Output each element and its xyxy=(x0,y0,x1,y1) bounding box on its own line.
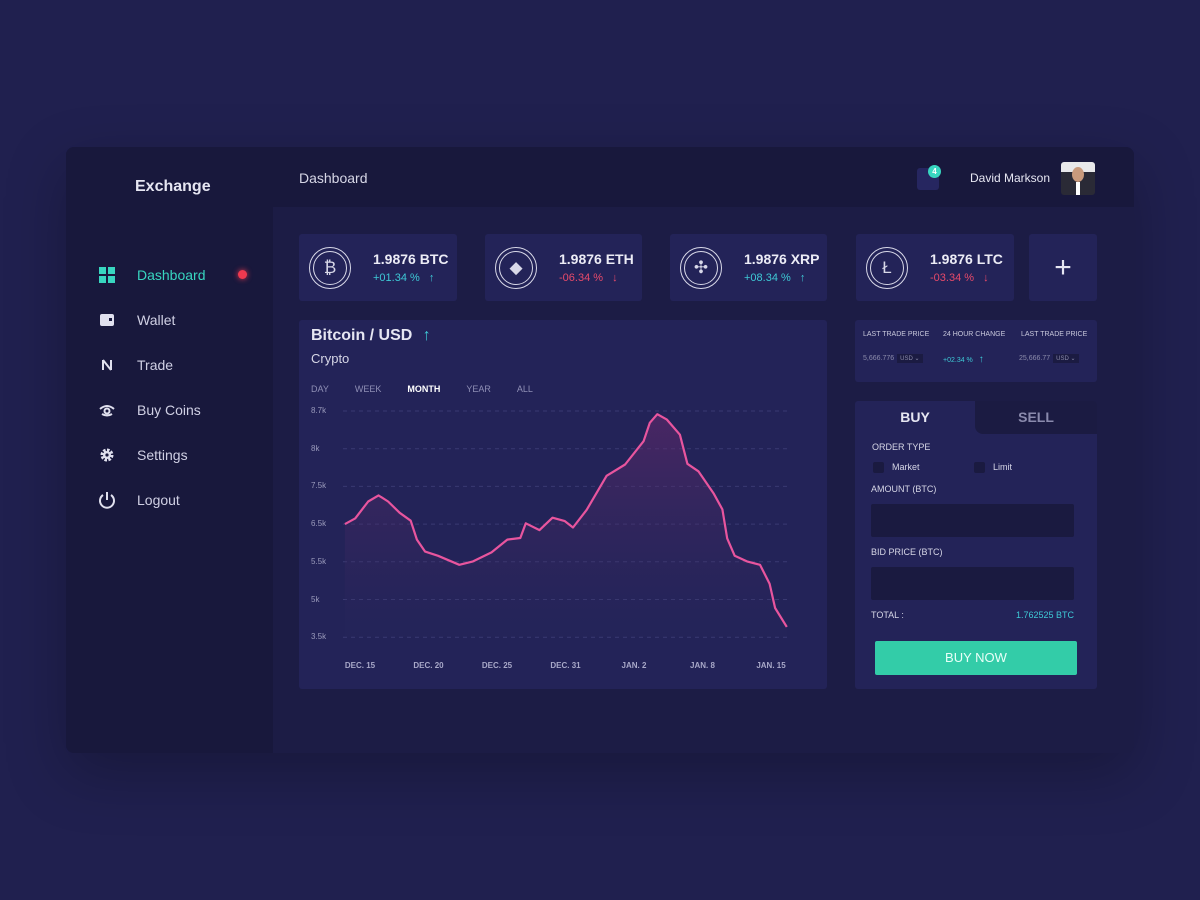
notification-badge: 4 xyxy=(928,165,941,178)
y-tick-label: 3.5k xyxy=(311,632,327,642)
sidebar-item-settings[interactable]: Settings xyxy=(98,445,188,465)
page-title: Dashboard xyxy=(299,170,368,186)
coin-amount: 1.9876 XRP xyxy=(744,251,820,267)
add-coin-button[interactable]: + xyxy=(1029,234,1097,301)
currency-value: USD xyxy=(1056,356,1069,362)
sidebar-item-buy-coins[interactable]: Buy Coins xyxy=(98,400,201,420)
sidebar-item-label: Dashboard xyxy=(137,267,206,283)
alert-dot xyxy=(238,270,247,279)
bid-price-label: BID PRICE (BTC) xyxy=(871,547,943,557)
grid-icon xyxy=(98,266,116,284)
litecoin-icon: Ł xyxy=(866,246,908,289)
brand-logo: Exchange xyxy=(135,178,211,195)
x-tick-label: DEC. 31 xyxy=(550,661,581,670)
buy-coins-icon xyxy=(98,401,116,419)
amount-label: AMOUNT (BTC) xyxy=(871,484,937,494)
sidebar-item-label: Buy Coins xyxy=(137,402,201,418)
x-tick-label: DEC. 25 xyxy=(481,661,513,670)
last-trade-price: 5,666.776 xyxy=(863,355,895,362)
sidebar-item-label: Settings xyxy=(137,447,188,463)
chart-subtitle: Crypto xyxy=(311,351,350,366)
currency-select[interactable]: USD ⌄ xyxy=(1053,354,1079,363)
y-tick-label: 6.5k xyxy=(311,519,327,529)
arrow-up-icon: ↑ xyxy=(428,272,435,284)
power-icon xyxy=(98,491,116,509)
sidebar-item-dashboard[interactable]: Dashboard xyxy=(98,265,206,285)
arrow-up-icon: ↑ xyxy=(422,327,431,344)
total-value: 1.762525 BTC xyxy=(1015,610,1074,620)
coin-amount: 1.9876 BTC xyxy=(373,251,449,267)
tab-buy[interactable]: BUY xyxy=(900,409,930,425)
price-line xyxy=(344,413,788,628)
total-label: TOTAL : xyxy=(871,610,904,620)
range-tab-month[interactable]: MONTH xyxy=(407,384,441,394)
sidebar-item-label: Logout xyxy=(137,492,180,508)
coin-card[interactable]: ₿ 1.9876 BTC +01.34 % ↑ xyxy=(299,234,457,301)
order-type-label: ORDER TYPE xyxy=(872,442,931,452)
coin-amount: 1.9876 LTC xyxy=(930,251,1003,267)
x-tick-label: DEC. 20 xyxy=(413,661,444,670)
arrow-up-icon: ↑ xyxy=(978,354,984,365)
tab-sell[interactable]: SELL xyxy=(975,401,1097,434)
x-tick-label: DEC. 15 xyxy=(344,661,376,670)
coin-amount: 1.9876 ETH xyxy=(559,251,634,267)
ethereum-icon: ◆ xyxy=(495,246,537,289)
trade-stats-panel xyxy=(855,320,1097,382)
wallet-icon xyxy=(98,311,116,329)
stat-header: LAST TRADE PRICE xyxy=(1021,331,1088,338)
y-tick-label: 5k xyxy=(311,594,320,604)
coin-change: +01.34 % xyxy=(373,272,420,284)
sidebar-item-logout[interactable]: Logout xyxy=(98,490,180,510)
x-tick-label: JAN. 15 xyxy=(756,661,786,670)
limit-checkbox[interactable] xyxy=(974,462,985,473)
bitcoin-icon: ₿ xyxy=(309,246,351,289)
limit-label: Limit xyxy=(993,462,1013,472)
currency-select[interactable]: USD ⌄ xyxy=(897,354,923,363)
gear-icon xyxy=(98,446,116,464)
ripple-icon: ✣ xyxy=(680,246,722,289)
last-trade-price: 25,666.77 xyxy=(1019,355,1051,362)
arrow-down-icon: ↓ xyxy=(612,272,618,284)
range-tab-year[interactable]: YEAR xyxy=(466,384,491,394)
currency-value: USD xyxy=(900,356,913,362)
buy-now-button[interactable]: BUY NOW xyxy=(875,641,1077,675)
coin-card[interactable]: ✣ 1.9876 XRP +08.34 % ↑ xyxy=(670,234,827,301)
y-tick-label: 8.7k xyxy=(311,406,327,415)
24h-change: +02.34 % xyxy=(943,357,973,364)
price-area xyxy=(344,414,787,637)
sidebar xyxy=(66,147,273,753)
y-tick-label: 8k xyxy=(311,443,320,453)
y-tick-label: 5.5k xyxy=(311,556,327,566)
sidebar-item-trade[interactable]: Trade xyxy=(98,355,173,375)
arrow-down-icon: ↓ xyxy=(983,272,989,284)
x-tick-label: JAN. 8 xyxy=(690,661,715,670)
arrow-up-icon: ↑ xyxy=(799,272,806,284)
sidebar-item-wallet[interactable]: Wallet xyxy=(98,310,175,330)
x-tick-label: JAN. 2 xyxy=(621,661,647,670)
stat-header: LAST TRADE PRICE xyxy=(863,331,930,338)
trade-icon xyxy=(98,356,116,374)
range-tab-week[interactable]: WEEK xyxy=(354,384,382,394)
range-tab-all[interactable]: ALL xyxy=(516,384,533,394)
top-bar xyxy=(273,147,1134,207)
sidebar-item-label: Wallet xyxy=(137,312,176,328)
coin-card[interactable]: ◆ 1.9876 ETH -06.34 % ↓ xyxy=(485,234,642,301)
user-name[interactable]: David Markson xyxy=(970,171,1051,185)
coin-change: +08.34 % xyxy=(744,272,791,284)
coin-change: -03.34 % xyxy=(930,272,975,284)
coin-card[interactable]: Ł 1.9876 LTC -03.34 % ↓ xyxy=(856,234,1014,301)
y-tick-label: 7.5k xyxy=(311,481,327,491)
sidebar-item-label: Trade xyxy=(137,357,174,373)
avatar[interactable] xyxy=(1061,162,1095,195)
bid-price-input[interactable] xyxy=(871,567,1074,600)
range-tab-day[interactable]: DAY xyxy=(311,384,329,394)
market-checkbox[interactable] xyxy=(873,462,884,473)
market-label: Market xyxy=(892,462,920,472)
coin-change: -06.34 % xyxy=(559,272,604,284)
stat-header: 24 HOUR CHANGE xyxy=(943,331,1006,338)
chart-title: Bitcoin / USD xyxy=(311,327,413,344)
amount-input[interactable] xyxy=(871,504,1074,537)
